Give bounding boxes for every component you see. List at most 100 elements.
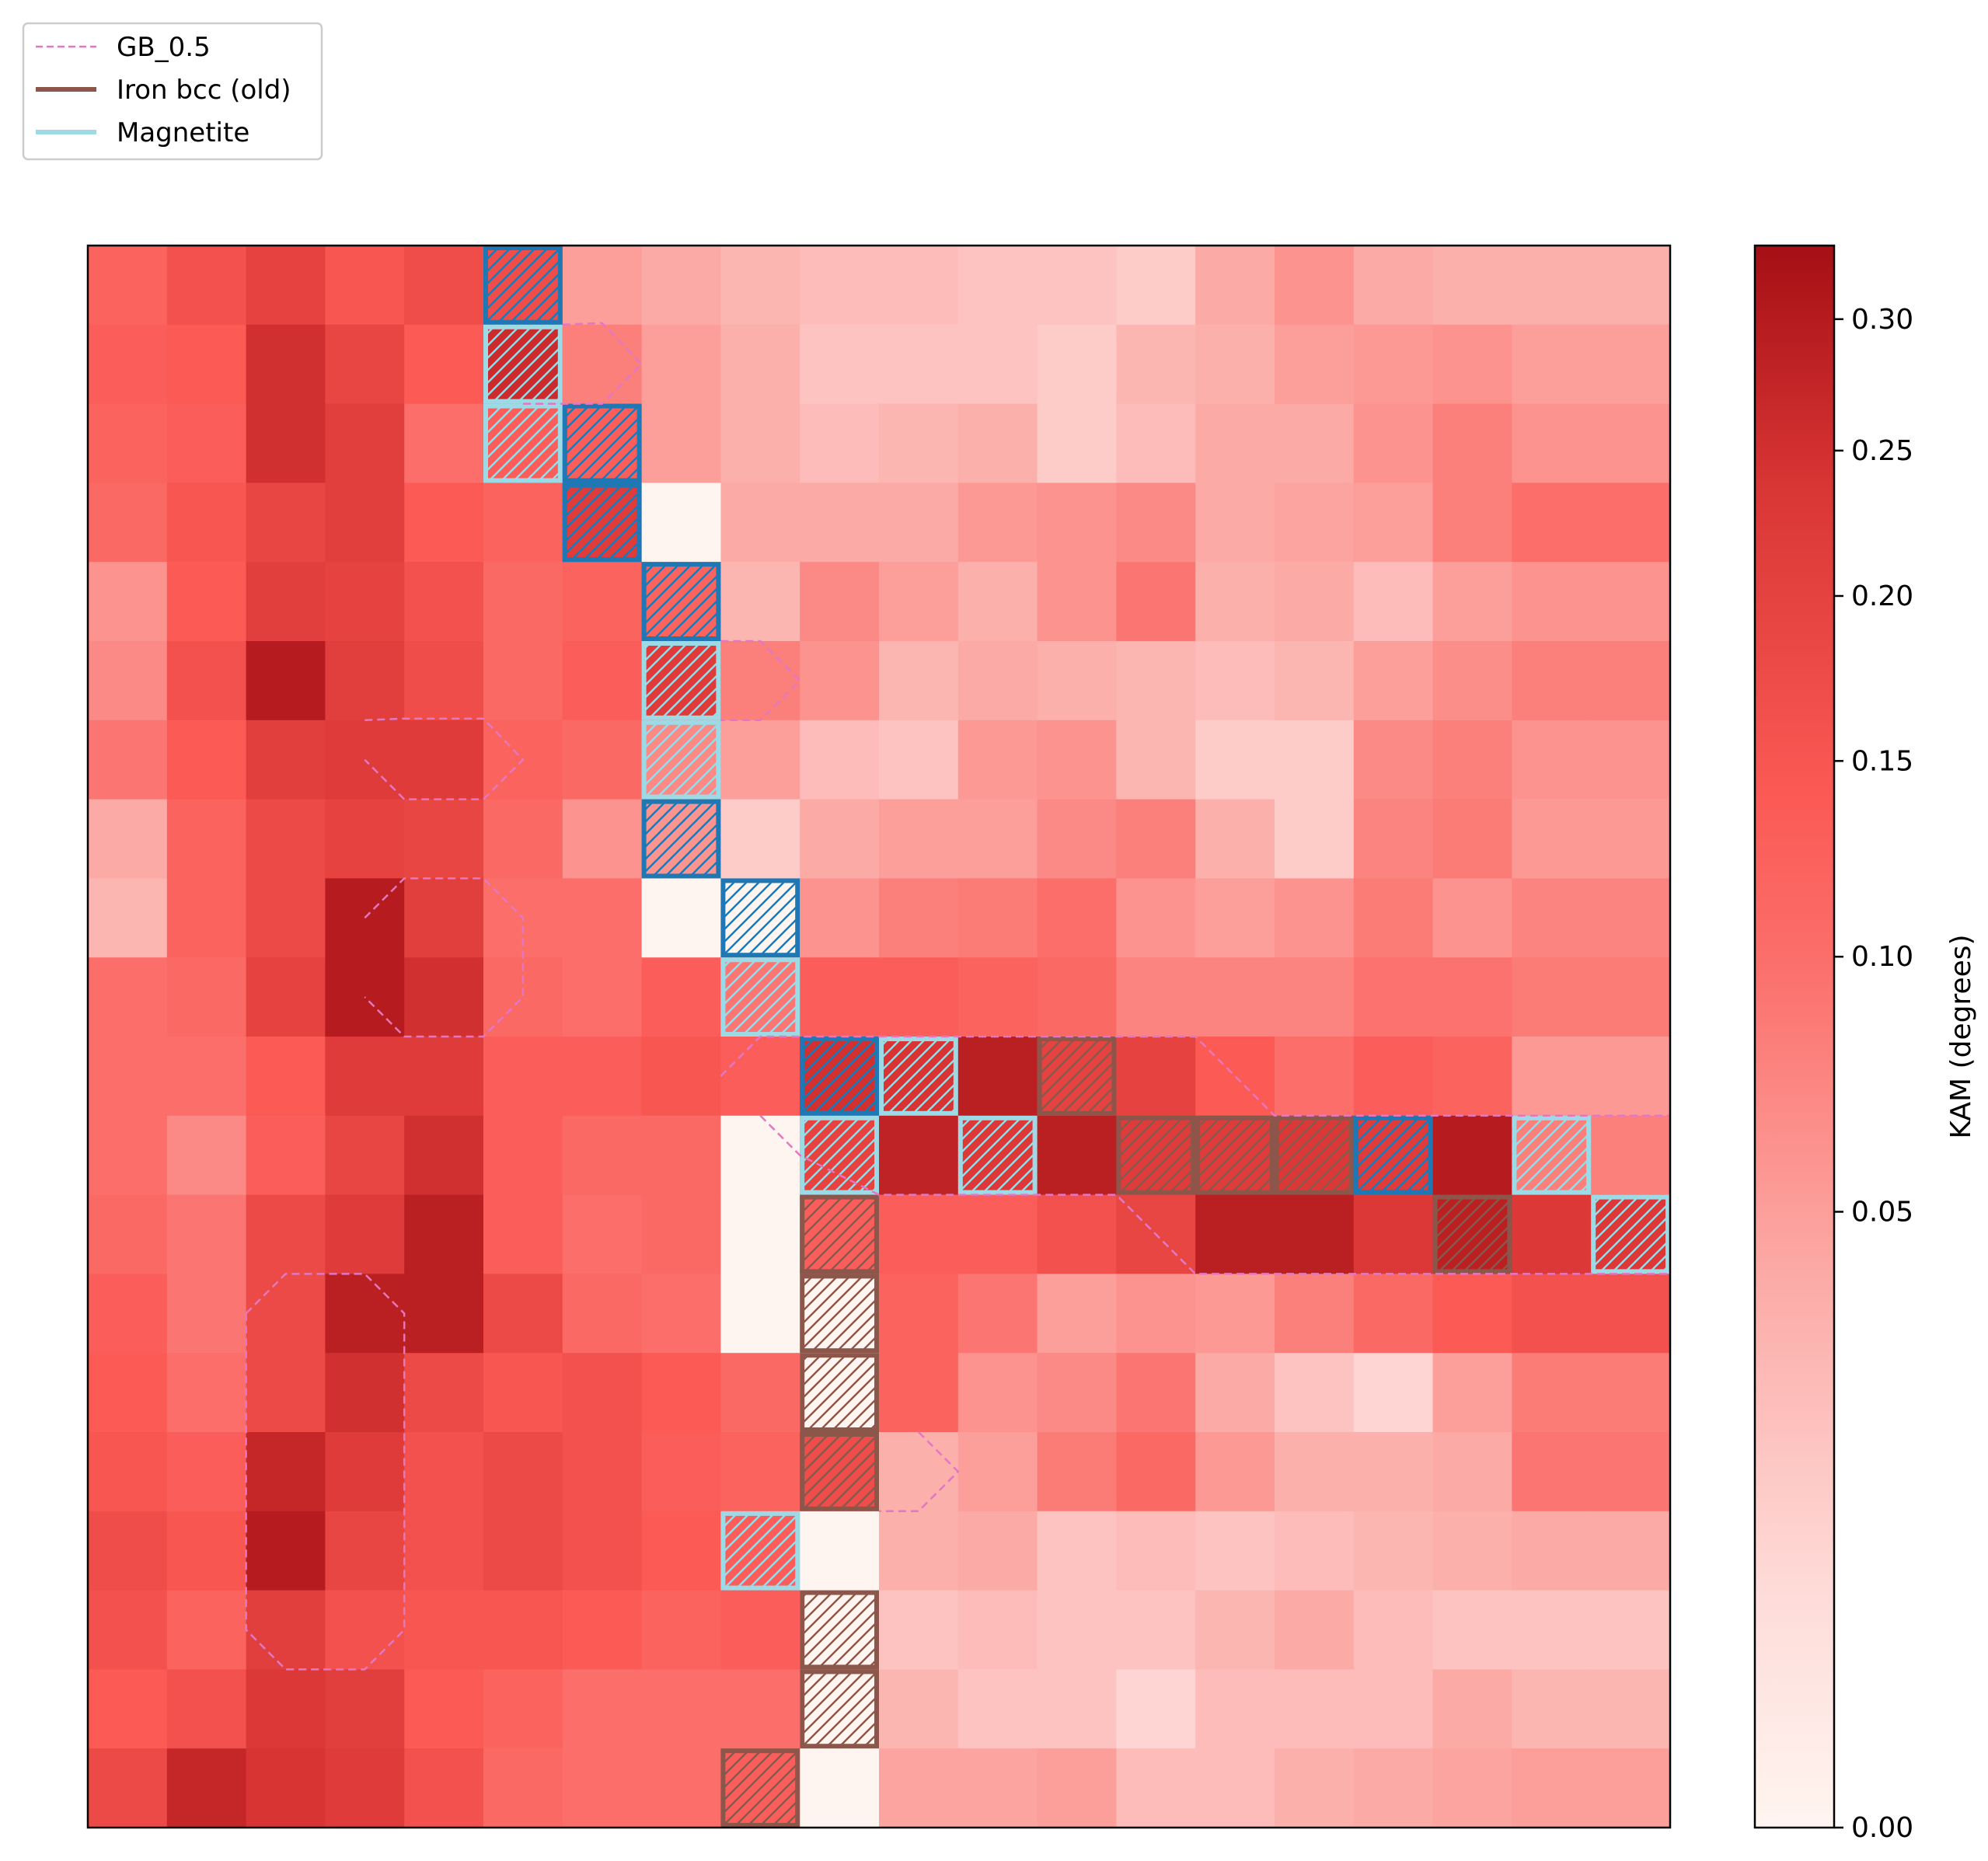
heatmap-cell xyxy=(957,1274,1038,1354)
heatmap-cell xyxy=(957,1669,1038,1749)
heatmap-cell xyxy=(1512,720,1592,800)
heatmap-cell xyxy=(1195,720,1275,800)
heatmap-cell xyxy=(404,1037,484,1117)
heatmap-cell xyxy=(879,799,959,879)
heatmap-cell xyxy=(246,1274,326,1354)
heatmap-cell xyxy=(641,1353,721,1433)
heatmap-cell xyxy=(88,1115,168,1196)
heatmap-cell xyxy=(1275,562,1355,642)
heatmap-cell xyxy=(720,483,800,563)
heatmap-cell xyxy=(1591,1432,1671,1512)
heatmap-cell xyxy=(1353,1037,1434,1117)
heatmap-cell xyxy=(1353,324,1434,405)
heatmap-cell xyxy=(800,1511,880,1591)
phase-cell-M xyxy=(879,1037,958,1116)
heatmap-cell xyxy=(88,562,168,642)
heatmap-cell xyxy=(879,1511,959,1591)
heatmap-cell xyxy=(800,720,880,800)
phase-cell-B xyxy=(483,246,563,325)
heatmap-cell xyxy=(1195,1669,1275,1749)
heatmap-cell xyxy=(1275,1748,1355,1828)
heatmap-cell xyxy=(1432,1274,1512,1354)
heatmap-cell xyxy=(879,1353,959,1433)
heatmap-cell xyxy=(1195,799,1275,879)
heatmap-cell xyxy=(404,324,484,405)
heatmap-cell xyxy=(957,324,1038,405)
heatmap-cell xyxy=(1512,403,1592,483)
heatmap-cell xyxy=(166,1669,247,1749)
heatmap-cell xyxy=(1275,720,1355,800)
heatmap-cell xyxy=(1432,324,1512,405)
heatmap-cell xyxy=(1432,799,1512,879)
heatmap-cell xyxy=(1195,1037,1275,1117)
heatmap-cell xyxy=(88,1511,168,1591)
heatmap-cell xyxy=(1512,1274,1592,1354)
heatmap-cell xyxy=(166,1590,247,1670)
heatmap-cell xyxy=(879,720,959,800)
heatmap-cell xyxy=(957,483,1038,563)
heatmap-cell xyxy=(404,562,484,642)
heatmap-cell xyxy=(957,1353,1038,1433)
heatmap-cell xyxy=(166,246,247,326)
phase-cell-B xyxy=(1353,1115,1433,1195)
heatmap-cell xyxy=(1432,1511,1512,1591)
heatmap-cell xyxy=(1353,1194,1434,1274)
heatmap-cell xyxy=(879,1194,959,1274)
heatmap-cell xyxy=(166,720,247,800)
heatmap-cell xyxy=(957,1194,1038,1274)
heatmap-cell xyxy=(1195,1432,1275,1512)
heatmap-cell xyxy=(1116,1748,1196,1828)
heatmap-cell xyxy=(483,1432,563,1512)
heatmap-cell xyxy=(641,324,721,405)
heatmap-cell xyxy=(879,1590,959,1670)
colorbar-tick-label: 0.25 xyxy=(1851,435,1913,467)
heatmap-cell xyxy=(483,1194,563,1274)
legend-label-magnetite: Magnetite xyxy=(117,117,249,148)
grain-boundary xyxy=(364,877,525,1038)
heatmap-cell xyxy=(800,483,880,563)
heatmap-cell xyxy=(641,1037,721,1117)
colorbar-ticks: 0.00 0.05 0.10 0.15 0.20 0.25 0.30 xyxy=(1834,304,1913,1844)
heatmap-cell xyxy=(1275,483,1355,563)
heatmap-cell xyxy=(246,1037,326,1117)
colorbar-tick-label: 0.10 xyxy=(1851,941,1913,973)
heatmap-cell xyxy=(246,324,326,405)
heatmap-cell xyxy=(166,562,247,642)
heatmap-cell xyxy=(483,1669,563,1749)
heatmap-cell xyxy=(483,1748,563,1828)
heatmap-cell xyxy=(1512,562,1592,642)
heatmap-cell xyxy=(246,878,326,958)
grain-boundary xyxy=(245,1273,406,1671)
heatmap-cell xyxy=(1432,641,1512,721)
heatmap-cell xyxy=(88,878,168,958)
heatmap-cell xyxy=(800,1748,880,1828)
heatmap-cell xyxy=(88,720,168,800)
heatmap-cell xyxy=(1037,1115,1117,1196)
phase-cell-I xyxy=(800,1274,879,1354)
heatmap-cell xyxy=(1116,1353,1196,1433)
heatmap-cell xyxy=(1591,957,1671,1037)
heatmap-cell xyxy=(879,1115,959,1196)
heatmap-cell xyxy=(1037,1748,1117,1828)
heatmap-cell xyxy=(1353,1669,1434,1749)
heatmap-cell xyxy=(88,403,168,483)
phase-cell-M xyxy=(720,957,800,1037)
heatmap-cell xyxy=(641,1748,721,1828)
heatmap-cell xyxy=(1275,799,1355,879)
phase-cell-I xyxy=(800,1432,879,1511)
heatmap-cell xyxy=(1275,641,1355,721)
heatmap-cell xyxy=(720,720,800,800)
phase-cell-B xyxy=(641,562,721,642)
heatmap-cell xyxy=(88,641,168,721)
heatmap-cell xyxy=(1116,641,1196,721)
heatmap-cell xyxy=(404,483,484,563)
phase-cell-I xyxy=(1432,1194,1512,1274)
legend-label-gb: GB_0.5 xyxy=(117,32,211,63)
heatmap-cell xyxy=(1275,1590,1355,1670)
heatmap-cell xyxy=(1116,1511,1196,1591)
heatmap-cell xyxy=(800,246,880,326)
heatmap-cell xyxy=(1353,799,1434,879)
heatmap-cell xyxy=(166,1353,247,1433)
heatmap-cell xyxy=(1432,1432,1512,1512)
heatmap-cell xyxy=(1512,324,1592,405)
